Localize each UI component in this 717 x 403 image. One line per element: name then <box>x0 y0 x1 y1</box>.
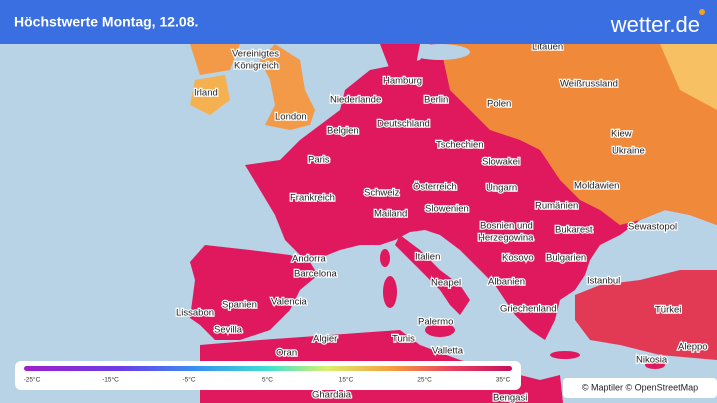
place-label: Neapel <box>431 278 461 289</box>
place-label: Aleppo <box>678 342 708 353</box>
legend-tick-label: -25°C <box>24 376 41 384</box>
place-label: Bosnien und <box>480 221 533 232</box>
place-label: Valletta <box>432 346 464 357</box>
header-title: Höchstwerte Montag, 12.08. <box>14 14 198 30</box>
place-label: Berlin <box>424 95 448 106</box>
place-label: Irland <box>194 88 218 99</box>
place-label: Ghardaia <box>312 390 352 401</box>
place-label: Sevilla <box>214 325 243 336</box>
place-label: Belgien <box>327 126 359 137</box>
black-sea <box>603 236 707 280</box>
legend-tick-label: -15°C <box>102 376 119 384</box>
place-label: Niederlande <box>330 95 381 106</box>
place-label: Hamburg <box>383 76 422 87</box>
land <box>383 276 397 308</box>
land-east <box>440 44 717 225</box>
place-label: Deutschland <box>377 119 430 130</box>
legend-tick-label: 35°C <box>496 376 511 384</box>
place-label: Sewastopol <box>628 222 677 233</box>
place-label: Schweiz <box>364 188 400 199</box>
baltic-sea <box>410 44 470 60</box>
land <box>190 245 318 340</box>
land <box>260 44 315 130</box>
land <box>645 361 665 369</box>
place-label: Griechenland <box>500 304 557 315</box>
place-label: Türkei <box>655 305 681 316</box>
land <box>425 323 455 337</box>
place-label: Spanien <box>222 300 257 311</box>
legend-bar <box>24 366 512 371</box>
place-label: Italien <box>415 252 440 263</box>
attribution-box <box>563 378 717 398</box>
place-label: Oran <box>276 348 297 359</box>
land-northeast <box>660 44 717 110</box>
land <box>550 351 580 359</box>
legend-tick-label: 15°C <box>339 376 354 384</box>
land <box>380 44 420 70</box>
place-label: Valencia <box>271 297 307 308</box>
place-label: Ukraine <box>612 146 645 157</box>
legend-tick-label: 25°C <box>417 376 432 384</box>
land <box>575 270 717 360</box>
legend-tick-label: -5°C <box>182 376 195 384</box>
place-label: Tunis <box>392 334 415 345</box>
legend: -25°C -15°C -5°C 5°C 15°C 25°C 35°C <box>24 376 511 384</box>
land <box>190 44 240 75</box>
place-label: Frankreich <box>290 193 335 204</box>
place-label: Lissabon <box>176 308 214 319</box>
place-label: Barcelona <box>294 269 337 280</box>
land <box>380 249 390 267</box>
place-label: Vereinigtes <box>232 49 279 60</box>
place-label: Albanien <box>488 277 525 288</box>
place-label: Herzegowina <box>478 233 534 244</box>
place-label: Königreich <box>234 61 279 72</box>
land <box>395 235 470 315</box>
place-label: Palermo <box>418 317 453 328</box>
place-label: Nikosia <box>636 355 668 366</box>
place-label: Slowakei <box>482 157 520 168</box>
attribution[interactable]: © Maptiler © OpenStreetMap <box>582 382 698 392</box>
place-label: Rumänien <box>535 201 578 212</box>
place-label: Kosovo <box>502 253 534 264</box>
place-label: Mailand <box>374 209 407 220</box>
place-label: Algier <box>313 334 337 345</box>
place-label: Andorra <box>292 254 327 265</box>
place-label: Ungarn <box>486 183 517 194</box>
place-label: Bulgarien <box>546 253 586 264</box>
land <box>190 75 230 115</box>
place-label: Istanbul <box>587 276 620 287</box>
place-label: Bukarest <box>555 225 593 236</box>
logo[interactable]: wetter.de <box>610 12 700 37</box>
place-label: Moldawien <box>574 181 619 192</box>
logo-dot <box>699 9 705 15</box>
place-label: Österreich <box>413 182 457 193</box>
place-label: Kiew <box>611 129 632 140</box>
place-label: Slowenien <box>425 204 469 215</box>
place-label: London <box>275 112 307 123</box>
header <box>0 0 717 44</box>
place-label: Polen <box>487 99 511 110</box>
place-label: Paris <box>308 155 330 166</box>
legend-tick-label: 5°C <box>262 376 273 384</box>
place-label: Weißrussland <box>560 79 618 90</box>
place-label: Bengasi <box>493 393 527 403</box>
legend-box <box>15 361 521 390</box>
place-label: Tschechien <box>436 140 484 151</box>
